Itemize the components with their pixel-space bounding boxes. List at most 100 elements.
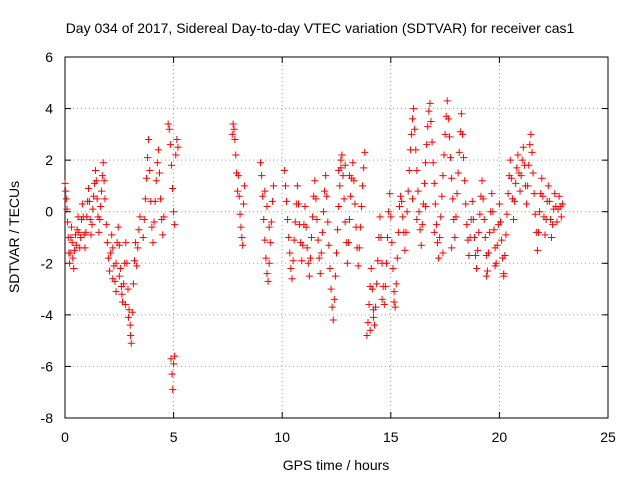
data-point [114,223,122,231]
data-point [232,151,240,159]
data-point [437,213,445,221]
data-point [541,231,549,239]
data-point [357,203,365,211]
data-point [93,195,101,203]
data-point [409,195,417,203]
data-point [422,203,430,211]
data-point [514,151,522,159]
data-point [407,130,415,138]
y-axis-label: SDTVAR / TECUs [6,181,22,293]
data-point [495,200,503,208]
data-point [402,228,410,236]
data-point [472,252,480,260]
data-point [167,355,175,363]
axis-ticks [64,56,609,419]
data-point [324,218,332,226]
data-point [350,177,358,185]
data-point [319,208,327,216]
data-point [152,177,160,185]
data-point [470,234,478,241]
data-point [239,241,247,249]
data-point [448,174,456,182]
data-point [465,252,473,260]
data-point [265,259,273,267]
data-point [390,288,398,296]
y-tick-label: 0 [45,204,53,220]
data-point [280,166,288,174]
data-point [369,313,377,321]
data-point [104,254,112,262]
data-point [88,221,96,229]
data-point [124,285,132,293]
data-point [507,174,515,182]
data-point [290,236,298,244]
data-point [412,146,420,154]
data-point [474,246,482,254]
data-point [378,295,386,303]
data-point [427,117,435,125]
data-point [155,169,163,177]
data-point [339,172,347,180]
data-point [265,223,273,231]
data-point [555,192,563,200]
data-point [430,179,438,187]
data-point [498,236,506,244]
data-point [512,179,520,187]
data-point [359,182,367,190]
data-point [531,210,539,218]
data-point [447,154,455,162]
data-point [109,275,117,283]
data-point [302,223,310,231]
data-point [525,161,533,169]
data-point [429,159,437,167]
data-point [335,166,343,174]
data-point [97,203,105,211]
data-point [390,298,398,306]
data-point [473,264,481,272]
data-point [529,169,537,177]
data-point [432,221,440,229]
data-point [132,239,140,247]
data-point [349,159,357,167]
data-point [96,215,104,223]
data-point [316,270,324,278]
data-point [109,244,117,252]
data-point [142,174,150,182]
data-point [409,115,417,123]
data-point [69,254,77,262]
data-point [115,272,123,280]
data-point [285,234,293,241]
x-axis-label: GPS time / hours [283,457,390,473]
data-point [97,187,105,195]
data-point [449,195,457,203]
data-point [64,218,72,226]
data-point [262,254,270,262]
data-point [135,226,143,234]
data-point [457,110,465,118]
y-tick-labels: -8 -6 -4 -2 0 2 4 6 [41,49,54,426]
data-point [308,234,316,241]
data-point [420,179,428,187]
data-point [382,259,390,267]
data-point [304,259,312,267]
data-point [440,151,448,159]
data-point [67,234,75,241]
data-point [338,151,346,159]
data-point [341,161,349,169]
data-point [374,257,382,265]
data-point [84,185,92,193]
data-point [518,156,526,164]
data-point [416,226,424,234]
data-point [263,203,271,211]
data-point [360,164,368,172]
data-point [231,136,239,144]
data-point [261,187,269,195]
data-point [479,195,487,203]
data-point [558,200,566,208]
data-point [519,143,527,151]
data-point [82,228,90,236]
data-point [462,200,470,208]
data-point [87,231,95,239]
data-point [517,172,525,180]
data-point [361,148,369,156]
